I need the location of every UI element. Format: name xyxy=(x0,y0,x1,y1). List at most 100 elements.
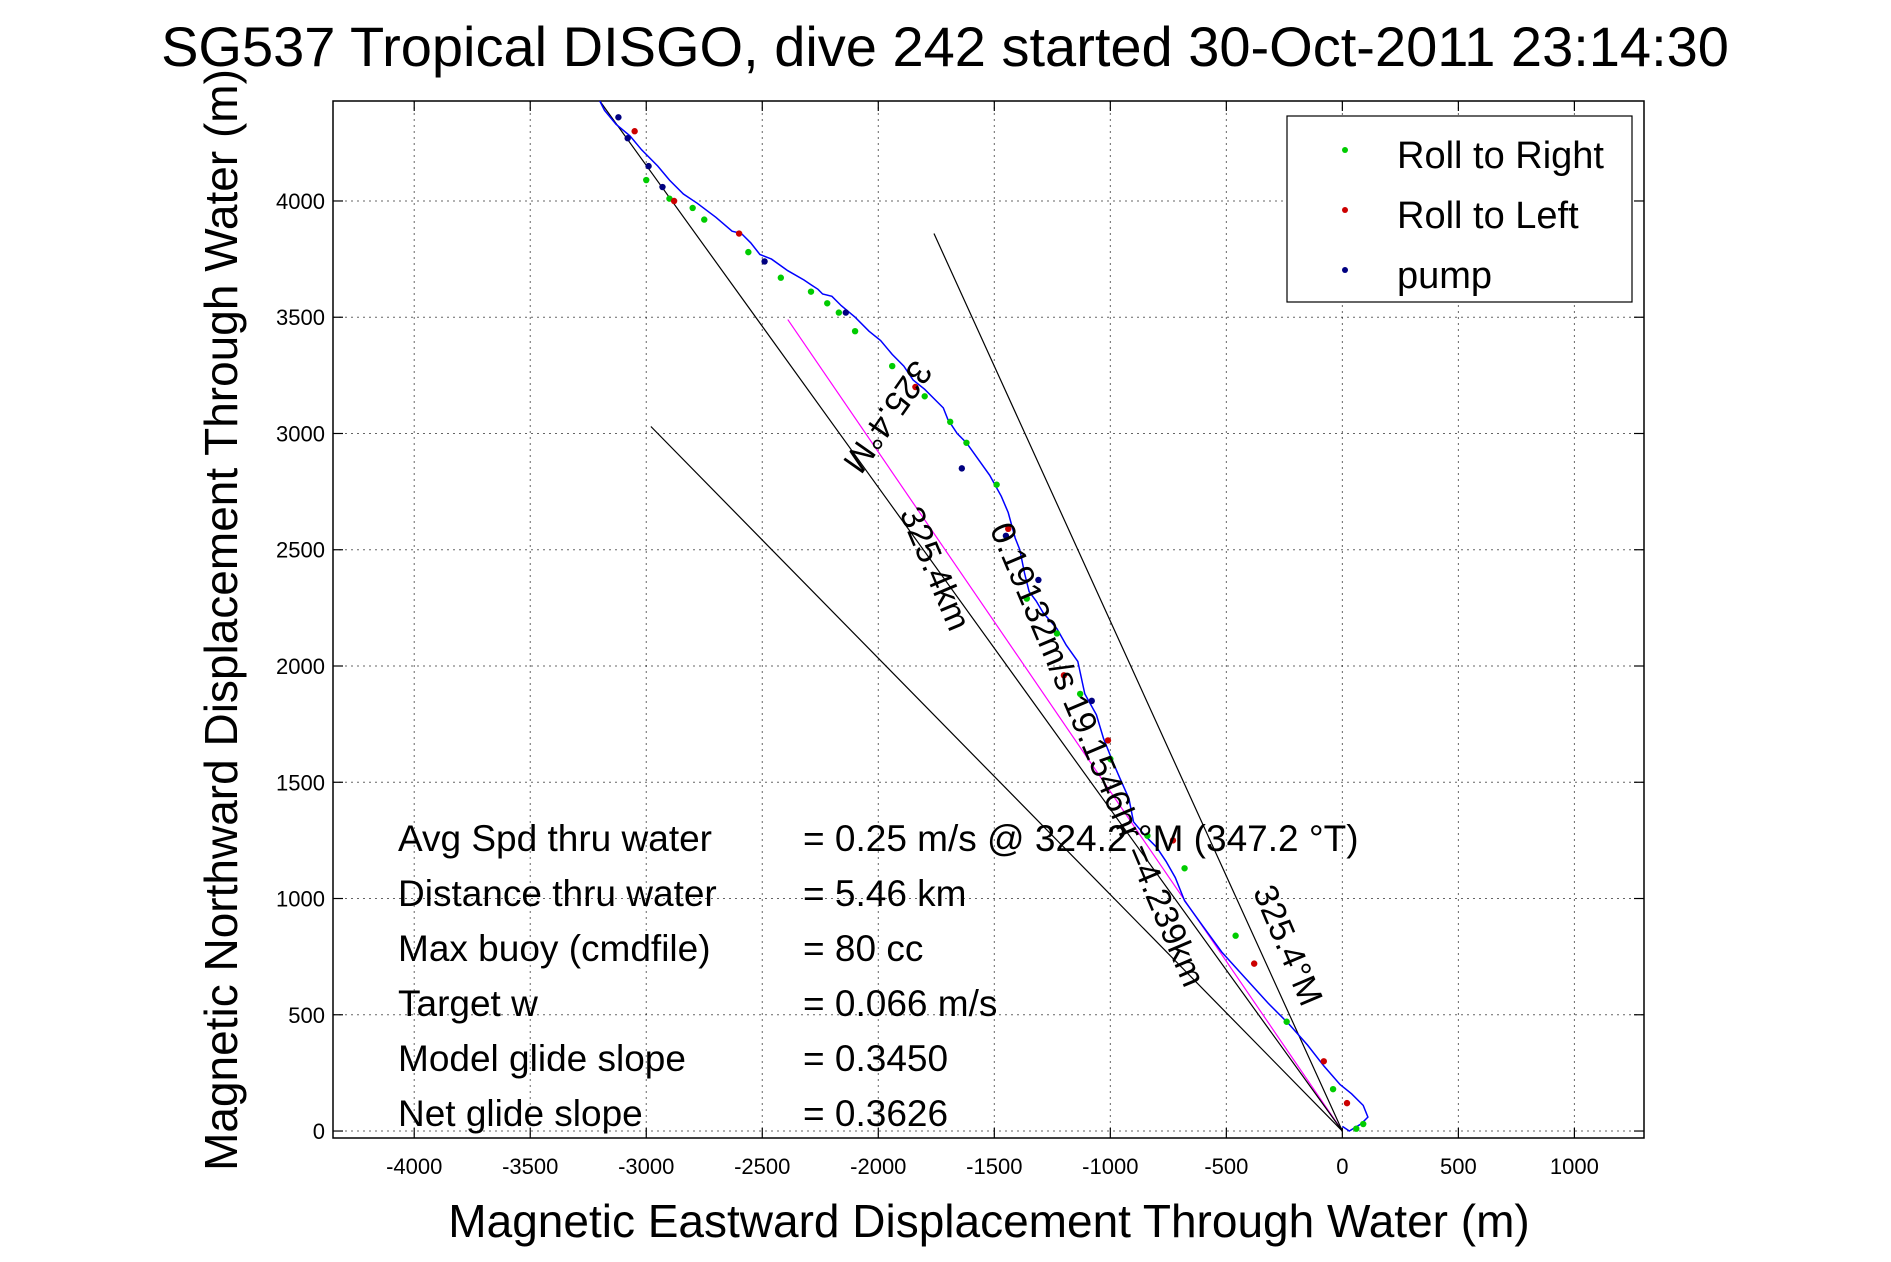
roll-right-marker xyxy=(824,300,831,307)
legend-entry-label: Roll to Right xyxy=(1397,135,1604,177)
roll-left-marker xyxy=(1320,1058,1327,1065)
pump-marker xyxy=(761,258,768,265)
roll-right-marker xyxy=(807,288,815,295)
stat-value: = 0.3450 xyxy=(803,1038,948,1079)
pump-marker xyxy=(958,465,966,472)
y-axis-label: Magnetic Northward Displacement Through … xyxy=(195,69,247,1171)
x-tick-label: 0 xyxy=(1336,1154,1348,1179)
y-tick-label: 2500 xyxy=(276,538,325,563)
roll-and-pump-markers xyxy=(615,114,1367,1132)
x-tick-label: -500 xyxy=(1204,1154,1248,1179)
grid-lines xyxy=(333,101,1644,1138)
x-axis-label: Magnetic Eastward Displacement Through W… xyxy=(448,1195,1529,1247)
y-axis-ticks: 0 500 1000 1500 2000 2500 3000 3500 4000 xyxy=(276,189,1644,1144)
roll-left-marker xyxy=(735,230,743,237)
roll-left-marker xyxy=(1104,737,1112,744)
roll-right-marker xyxy=(921,393,928,400)
legend-marker xyxy=(1342,267,1348,273)
x-tick-label: -2000 xyxy=(850,1154,906,1179)
pump-marker xyxy=(1035,576,1042,584)
roll-right-marker xyxy=(1053,630,1061,637)
y-tick-label: 1000 xyxy=(276,887,325,912)
roll-right-marker xyxy=(1329,1085,1337,1093)
roll-right-marker xyxy=(1360,1120,1367,1128)
roll-left-marker xyxy=(1250,960,1258,967)
roll-right-marker xyxy=(689,204,696,212)
y-tick-label: 3500 xyxy=(276,305,325,330)
pump-marker xyxy=(842,309,849,316)
y-tick-label: 3000 xyxy=(276,421,325,446)
x-tick-label: 1000 xyxy=(1550,1154,1599,1179)
roll-right-marker xyxy=(1076,690,1084,698)
legend-marker xyxy=(1342,147,1348,153)
roll-left-marker xyxy=(1343,1099,1351,1107)
reference-line xyxy=(599,100,1343,1132)
pump-marker xyxy=(645,162,652,170)
roll-right-marker xyxy=(777,274,785,281)
roll-right-marker xyxy=(993,481,1000,488)
x-tick-label: -1000 xyxy=(1082,1154,1138,1179)
stat-label: Distance thru water xyxy=(398,873,717,914)
x-tick-label: -2500 xyxy=(734,1154,790,1179)
dive-statistics: Avg Spd thru water = 0.25 m/s @ 324.2 °M … xyxy=(398,818,1359,1134)
reference-line xyxy=(650,426,1343,1132)
chart-title: SG537 Tropical DISGO, dive 242 started 3… xyxy=(161,15,1729,78)
y-tick-label: 2000 xyxy=(276,654,325,679)
x-tick-label: -3500 xyxy=(502,1154,558,1179)
y-tick-label: 1500 xyxy=(276,770,325,795)
roll-left-marker xyxy=(1169,837,1177,844)
stat-value: = 0.25 m/s @ 324.2 °M (347.2 °T) xyxy=(803,818,1359,859)
roll-right-marker xyxy=(1144,832,1151,839)
x-tick-label: 500 xyxy=(1440,1154,1477,1179)
legend: Roll to Right Roll to Left pump xyxy=(1286,115,1633,303)
stat-label: Avg Spd thru water xyxy=(398,818,712,859)
legend-entry-label: pump xyxy=(1397,255,1492,297)
roll-right-marker xyxy=(1353,1125,1360,1132)
stat-value: = 5.46 km xyxy=(803,873,967,914)
roll-right-marker xyxy=(963,439,970,446)
roll-right-marker xyxy=(1232,932,1239,939)
reference-line xyxy=(787,319,1343,1132)
roll-right-marker xyxy=(851,327,859,335)
roll-right-marker xyxy=(1181,865,1188,872)
reference-line xyxy=(933,233,1343,1132)
roll-right-marker xyxy=(745,248,752,256)
stat-value: = 80 cc xyxy=(803,928,923,969)
x-tick-label: -3000 xyxy=(618,1154,674,1179)
roll-right-marker xyxy=(889,362,896,370)
roll-right-marker xyxy=(835,309,843,316)
y-tick-label: 0 xyxy=(313,1119,325,1144)
x-tick-label: -1500 xyxy=(966,1154,1022,1179)
roll-right-marker xyxy=(947,418,954,426)
roll-right-marker xyxy=(643,176,650,184)
y-tick-label: 4000 xyxy=(276,189,325,214)
y-tick-label: 500 xyxy=(288,1003,325,1028)
pump-marker xyxy=(615,114,622,121)
legend-marker xyxy=(1342,207,1348,213)
x-axis-ticks: -4000 -3500 -3000 -2500 -2000 -1500 -1000 -500 0… xyxy=(386,101,1599,1179)
roll-left-marker xyxy=(1005,525,1012,533)
stat-label: Target w xyxy=(398,983,538,1024)
pump-marker xyxy=(659,183,666,191)
pump-marker xyxy=(624,135,631,142)
roll-left-marker xyxy=(670,197,678,205)
roll-right-marker xyxy=(1107,755,1114,763)
reference-lines xyxy=(599,100,1343,1132)
stat-label: Max buoy (cmdfile) xyxy=(398,928,711,969)
stat-label: Net glide slope xyxy=(398,1093,643,1134)
pump-marker xyxy=(1002,532,1010,539)
roll-right-marker xyxy=(1283,1018,1290,1025)
x-tick-label: -4000 xyxy=(386,1154,442,1179)
roll-right-marker xyxy=(1023,595,1030,602)
roll-left-marker xyxy=(912,383,919,391)
track-line xyxy=(599,100,1369,1132)
pump-marker xyxy=(1088,697,1095,705)
stat-value: = 0.066 m/s xyxy=(803,983,997,1024)
legend-entry-label: Roll to Left xyxy=(1397,195,1579,237)
stat-value: = 0.3626 xyxy=(803,1093,948,1134)
roll-left-marker xyxy=(1060,672,1068,679)
roll-right-marker xyxy=(701,216,708,223)
roll-left-marker xyxy=(631,128,638,135)
stat-label: Model glide slope xyxy=(398,1038,686,1079)
